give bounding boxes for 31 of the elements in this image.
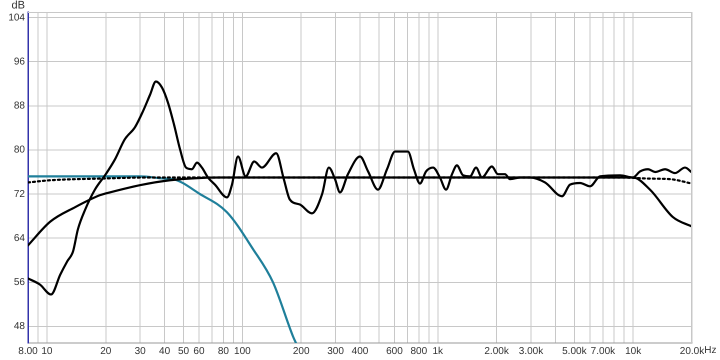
x-tick-label: 300 xyxy=(327,346,344,357)
x-tick-label: 20 xyxy=(100,346,112,357)
y-axis-title: dB xyxy=(12,0,25,12)
x-tick-label: 2.00k xyxy=(484,346,510,357)
x-tick-label: 80 xyxy=(218,346,230,357)
x-tick-label: 100 xyxy=(234,346,252,357)
x-axis-title: Hz xyxy=(704,344,716,356)
x-tick-label: 10k xyxy=(625,346,642,357)
y-tick-label: 80 xyxy=(14,144,26,156)
x-tick-label: 1k xyxy=(432,346,444,357)
x-tick-label: 8.00 xyxy=(18,346,38,357)
y-tick-label: 104 xyxy=(8,12,26,24)
y-tick-label: 72 xyxy=(14,188,26,200)
y-tick-label: 96 xyxy=(14,56,26,68)
x-tick-label: 7.00k xyxy=(590,346,616,357)
x-tick-label: 10 xyxy=(41,346,53,357)
x-tick-label: 5.00k xyxy=(562,346,588,357)
x-tick-label: 200 xyxy=(292,346,310,357)
x-tick-label: 3.00k xyxy=(518,346,544,357)
x-tick-label: 50 xyxy=(178,346,190,357)
x-tick-label: 40 xyxy=(159,346,171,357)
x-tick-label: 600 xyxy=(386,346,404,357)
y-tick-label: 88 xyxy=(14,100,26,112)
y-tick-label: 64 xyxy=(14,232,26,244)
y-tick-label: 56 xyxy=(14,277,26,288)
x-tick-label: 20.0k xyxy=(680,346,706,357)
x-tick-label: 800 xyxy=(410,346,428,357)
x-tick-label: 60 xyxy=(193,346,205,357)
x-tick-label: 400 xyxy=(352,346,369,357)
x-tick-label: 30 xyxy=(134,346,146,357)
y-tick-label: 48 xyxy=(14,321,26,332)
